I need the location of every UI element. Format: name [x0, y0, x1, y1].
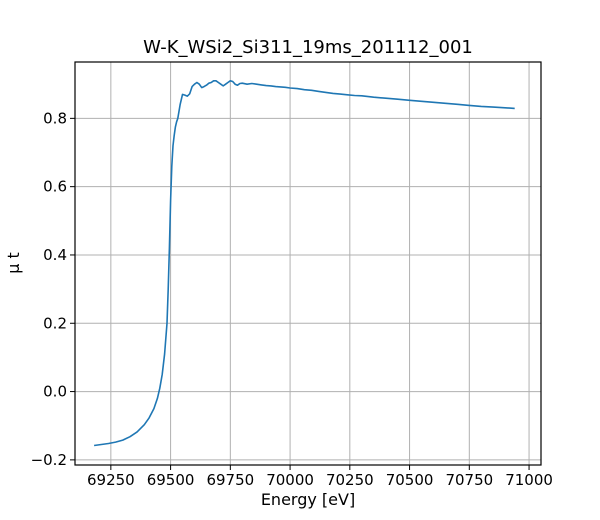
y-tick-label: 0.0: [43, 383, 67, 401]
x-tick-label: 69750: [206, 471, 254, 489]
y-tick-label: 0.4: [43, 246, 67, 264]
x-tick-label: 71000: [505, 471, 553, 489]
y-tick-label: 0.2: [43, 314, 67, 332]
chart-title: W-K_WSi2_Si311_19ms_201112_001: [143, 37, 473, 58]
x-tick-label: 70750: [445, 471, 493, 489]
y-axis-label: μ t: [4, 252, 23, 274]
series-line: [93, 80, 515, 447]
x-tick-label: 70000: [266, 471, 314, 489]
x-tick-label: 70250: [326, 471, 374, 489]
x-tick-label: 69500: [147, 471, 195, 489]
plot-frame: [74, 61, 542, 466]
series-layer: [93, 80, 515, 447]
x-tick-label: 69250: [87, 471, 135, 489]
x-tick-label: 70500: [386, 471, 434, 489]
tick-layer: 69250 69500 69750 70000 70250 70500 70750 71000…: [31, 109, 553, 489]
y-tick-label: 0.6: [43, 178, 67, 196]
y-tick-label: −0.2: [31, 451, 67, 469]
y-tick-label: 0.8: [43, 109, 67, 127]
grid-layer: [75, 62, 541, 465]
x-axis-label: Energy [eV]: [261, 490, 355, 509]
